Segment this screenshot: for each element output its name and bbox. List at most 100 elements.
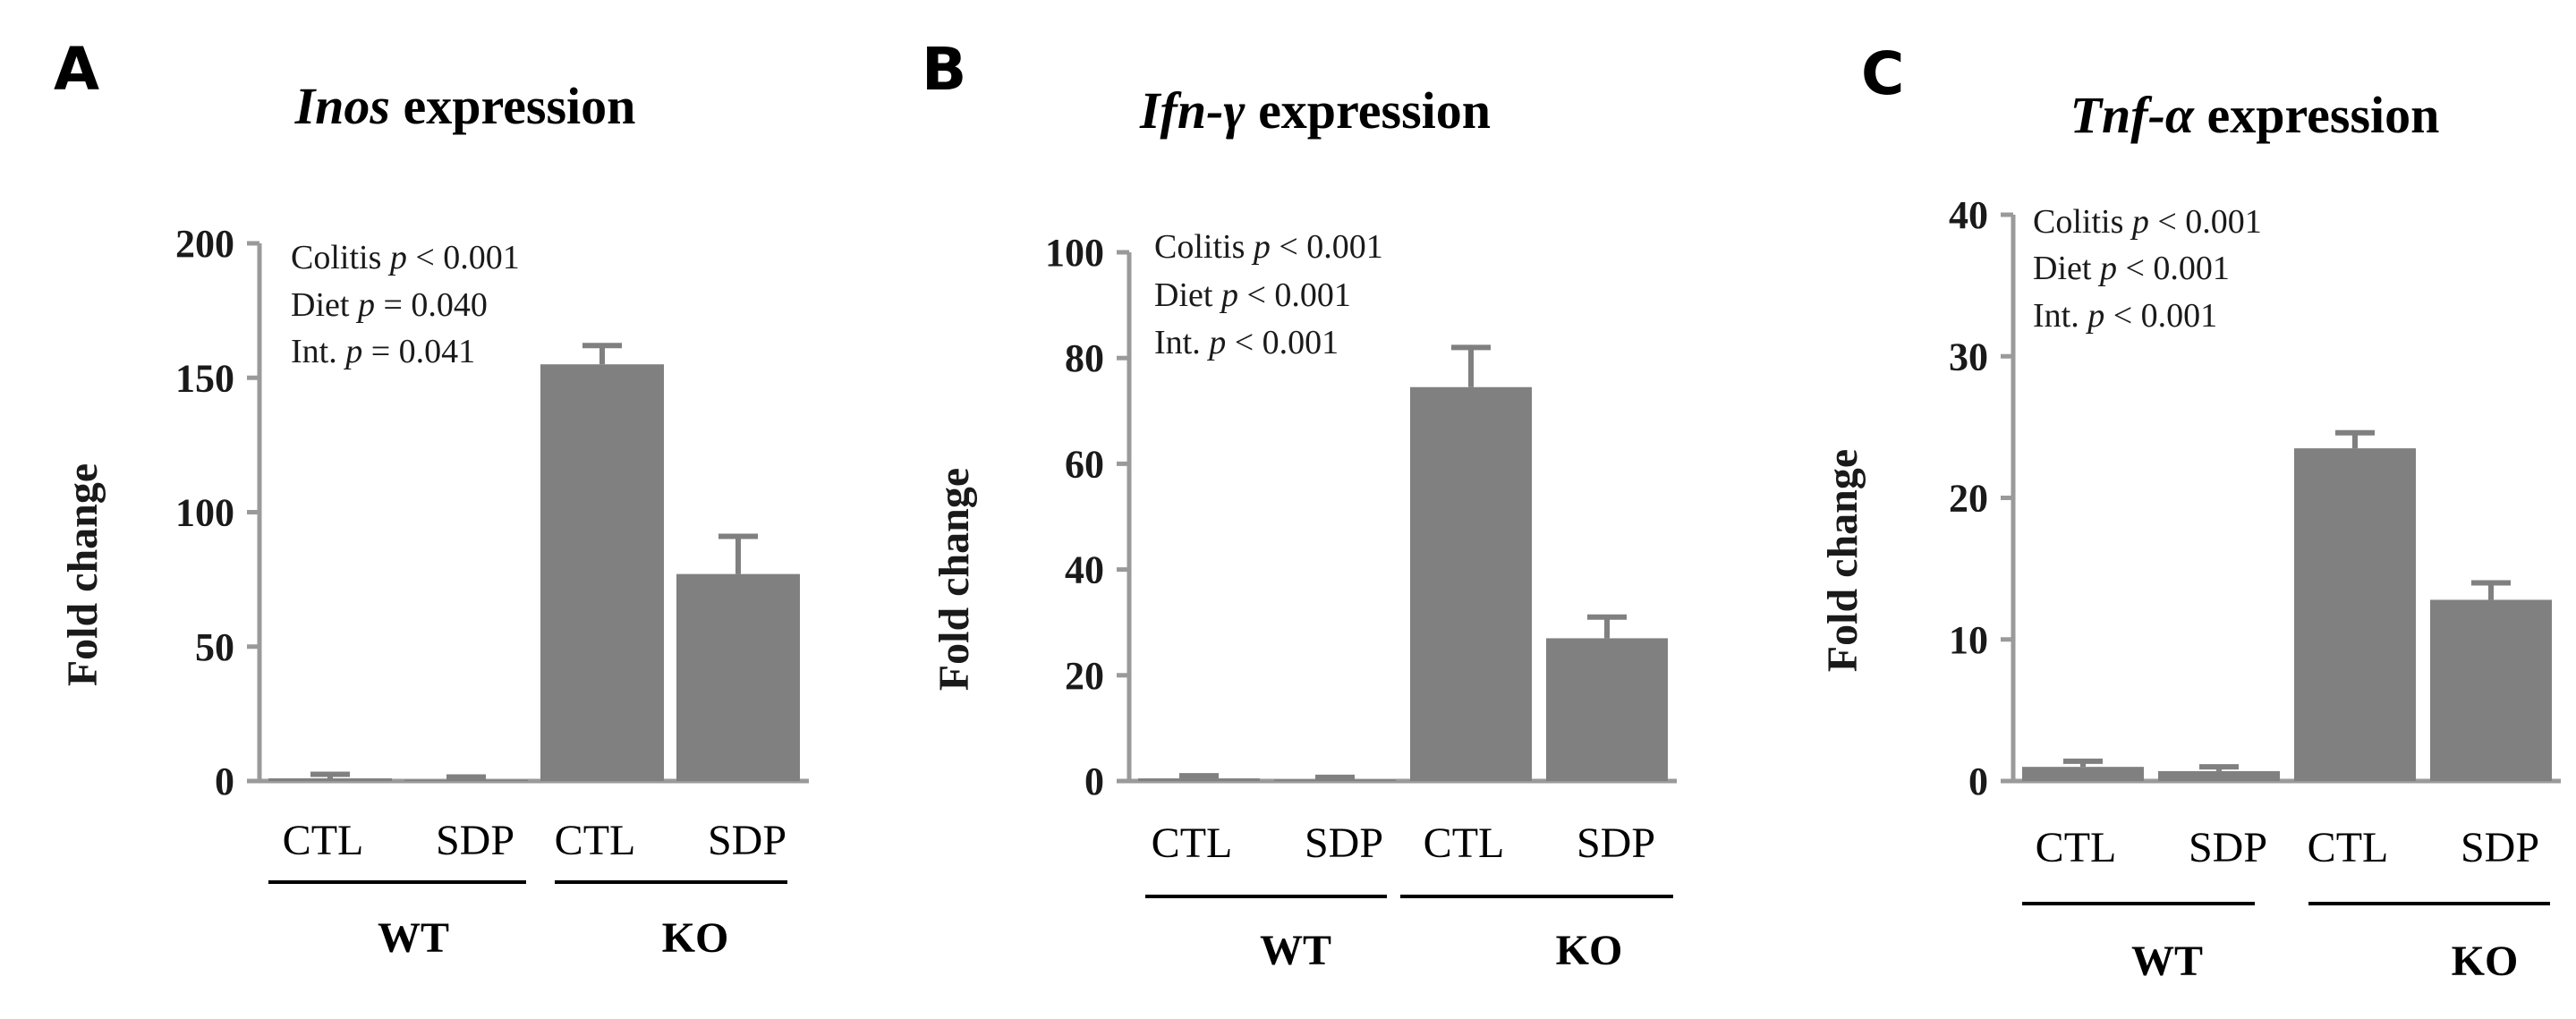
category-label: SDP: [1577, 819, 1655, 867]
group-label: KO: [662, 914, 729, 962]
stat-annotation: Diet p < 0.001: [1154, 276, 1351, 314]
stat-annotation-p: p: [2097, 250, 2117, 287]
chart-title: Inos expression: [294, 77, 636, 135]
stat-annotation: Int. p < 0.001: [2033, 297, 2217, 335]
stat-annotation-term: Diet: [291, 286, 358, 324]
chart-title-suffix: expression: [2194, 86, 2439, 144]
stat-annotation: Colitis p < 0.001: [291, 239, 520, 276]
stat-annotation-term: Diet: [1154, 276, 1221, 314]
stat-annotation-value: < 0.001: [2117, 250, 2230, 287]
stat-annotation-p: p: [2130, 203, 2149, 241]
stat-annotation-value: < 0.001: [2104, 297, 2217, 335]
chart-title-suffix: expression: [390, 77, 635, 135]
panel-letter: C: [1861, 39, 1904, 108]
bar: [2430, 599, 2552, 781]
stat-annotation-p: p: [343, 333, 362, 370]
y-tick-label: 20: [1065, 654, 1104, 698]
stat-annotation-term: Int.: [2033, 297, 2087, 335]
stat-annotation: Int. p < 0.001: [1154, 324, 1339, 361]
group-label: WT: [2131, 938, 2203, 985]
category-label: SDP: [1305, 819, 1383, 867]
stat-annotation: Colitis p < 0.001: [1154, 228, 1383, 266]
category-label: SDP: [436, 817, 514, 864]
y-axis-label: Fold change: [931, 468, 978, 691]
bar: [2294, 448, 2416, 781]
y-tick-label: 100: [1045, 231, 1104, 275]
chart-title-suffix: expression: [1245, 81, 1491, 140]
group-label: KO: [2452, 938, 2519, 985]
chart-title-gene: Inos: [294, 77, 390, 135]
category-label: SDP: [2189, 824, 2267, 871]
bar: [404, 779, 528, 781]
bar: [1274, 779, 1396, 781]
bar: [2022, 767, 2144, 781]
category-label: CTL: [283, 817, 364, 864]
stat-annotation-p: p: [1219, 276, 1238, 314]
y-tick-label: 30: [1949, 335, 1988, 378]
stat-annotation-term: Diet: [2033, 250, 2100, 287]
y-tick-label: 80: [1065, 336, 1104, 380]
stat-annotation-term: Colitis: [2033, 203, 2132, 241]
bar: [540, 364, 664, 781]
stat-annotation-term: Int.: [1154, 324, 1209, 361]
stat-annotation-value: = 0.040: [375, 286, 488, 324]
stat-annotation-p: p: [2085, 297, 2104, 335]
bar: [268, 777, 392, 781]
panel-letter: A: [54, 35, 99, 104]
group-label: WT: [378, 914, 449, 962]
stat-annotation-p: p: [355, 286, 375, 324]
stat-annotation-term: Colitis: [1154, 228, 1254, 266]
bar: [2158, 770, 2280, 781]
category-label: CTL: [555, 817, 636, 864]
chart-title: Tnf-α expression: [2070, 86, 2440, 144]
bar: [676, 573, 800, 781]
stat-annotation-value: < 0.001: [407, 239, 520, 276]
category-label: CTL: [2036, 824, 2117, 871]
group-label: KO: [1556, 927, 1623, 974]
category-label: SDP: [708, 817, 786, 864]
stat-annotation-value: < 0.001: [1271, 228, 1383, 266]
stat-annotation-p: p: [1206, 324, 1226, 361]
y-tick-label: 40: [1949, 193, 1988, 237]
y-tick-label: 200: [175, 222, 234, 266]
stat-annotation: Int. p = 0.041: [291, 333, 475, 370]
category-label: SDP: [2461, 824, 2539, 871]
chart-title: Ifn-γ expression: [1139, 81, 1491, 140]
chart-title-gene: Tnf-α: [2070, 86, 2195, 144]
y-tick-label: 0: [215, 760, 234, 803]
y-tick-label: 60: [1065, 442, 1104, 486]
y-axis-label: Fold change: [59, 463, 106, 686]
stat-annotation-value: = 0.041: [362, 333, 475, 370]
group-label: WT: [1260, 927, 1331, 974]
stat-annotation-term: Int.: [291, 333, 345, 370]
y-axis-label: Fold change: [1819, 449, 1866, 672]
y-tick-label: 40: [1065, 548, 1104, 592]
category-label: CTL: [2308, 824, 2389, 871]
bar: [1138, 778, 1260, 781]
stat-annotation-value: < 0.001: [2149, 203, 2262, 241]
bar: [1546, 638, 1668, 781]
y-tick-label: 150: [175, 356, 234, 400]
panel-c: C Tnf-α expression 0 10 20 30 40 Fold change CTL…: [1819, 39, 2561, 985]
stat-annotation: Colitis p < 0.001: [2033, 203, 2262, 241]
y-tick-label: 50: [195, 625, 234, 669]
stat-annotation-value: < 0.001: [1226, 324, 1339, 361]
y-tick-label: 100: [175, 491, 234, 535]
y-tick-label: 10: [1949, 618, 1988, 662]
stat-annotation-value: < 0.001: [1238, 276, 1351, 314]
chart-title-gene: Ifn-γ: [1139, 81, 1245, 140]
y-tick-label: 0: [1968, 760, 1988, 803]
stat-annotation-p: p: [387, 239, 407, 276]
y-tick-label: 0: [1084, 760, 1104, 803]
stat-annotation-p: p: [1251, 228, 1271, 266]
y-tick-label: 20: [1949, 477, 1988, 521]
bar: [1410, 386, 1532, 781]
stat-annotation-term: Colitis: [291, 239, 390, 276]
panel-letter: B: [922, 35, 966, 104]
panel-a: A Inos expression 0 50 100 150 200 Fold change C…: [54, 35, 809, 962]
category-label: CTL: [1152, 819, 1233, 867]
panel-b: B Ifn-γ expression 0 20 40 60 80 100 Fold change…: [922, 35, 1677, 974]
category-label: CTL: [1424, 819, 1505, 867]
stat-annotation: Diet p = 0.040: [291, 286, 488, 324]
